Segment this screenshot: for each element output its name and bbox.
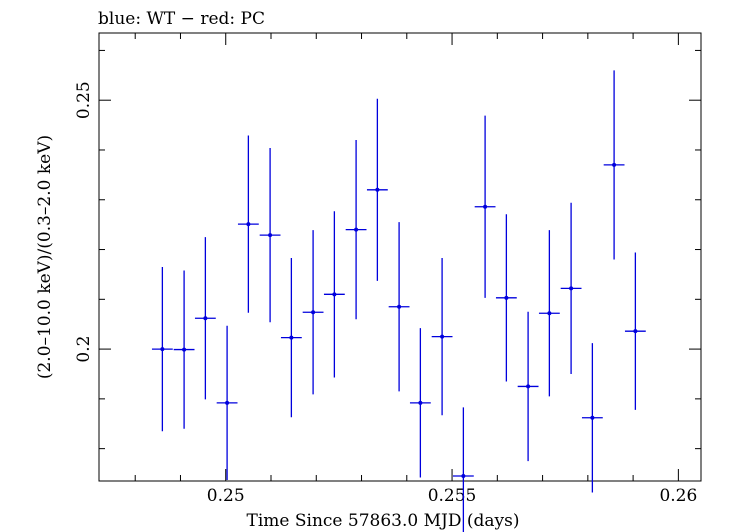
- data-point: [366, 98, 388, 281]
- point-marker: [311, 310, 316, 315]
- data-point: [173, 270, 195, 429]
- data-point: [388, 222, 410, 392]
- data-point: [474, 115, 496, 298]
- data-point: [216, 325, 238, 481]
- data-point: [345, 140, 367, 320]
- data-point: [280, 257, 302, 418]
- data-point: [259, 147, 281, 323]
- y-tick-label: 0.25: [74, 81, 94, 119]
- data-points: [151, 70, 646, 532]
- data-point: [194, 237, 216, 400]
- point-marker: [268, 233, 273, 238]
- point-marker: [483, 204, 488, 209]
- point-marker: [160, 347, 165, 352]
- x-tick-label: 0.255: [428, 486, 477, 506]
- data-point: [603, 70, 625, 260]
- data-point: [431, 257, 453, 416]
- point-marker: [612, 162, 617, 167]
- point-marker: [547, 311, 552, 316]
- data-point: [409, 328, 431, 478]
- point-marker: [418, 400, 423, 405]
- point-marker: [225, 400, 230, 405]
- data-point: [151, 266, 173, 432]
- point-marker: [289, 335, 294, 340]
- x-axis-label: Time Since 57863.0 MJD (days): [247, 511, 520, 531]
- point-marker: [203, 316, 208, 321]
- data-point: [495, 214, 517, 382]
- data-point: [538, 230, 560, 397]
- point-marker: [182, 347, 187, 352]
- point-marker: [397, 304, 402, 309]
- data-point: [323, 211, 345, 378]
- point-marker: [332, 292, 337, 297]
- point-marker: [461, 474, 466, 479]
- data-point: [302, 230, 324, 395]
- chart-title: blue: WT − red: PC: [98, 9, 265, 29]
- point-marker: [504, 295, 509, 300]
- point-marker: [354, 227, 359, 232]
- x-tick-label: 0.25: [207, 486, 245, 506]
- point-marker: [440, 334, 445, 339]
- data-point: [237, 135, 259, 313]
- y-tick-label: 0.2: [74, 336, 94, 363]
- y-axis-label: (2.0–10.0 keV)/(0.3–2.0 keV): [35, 135, 55, 379]
- data-point: [624, 252, 646, 410]
- point-marker: [246, 222, 251, 227]
- plot-frame: [98, 32, 702, 482]
- x-tick-label: 0.26: [659, 486, 697, 506]
- point-marker: [569, 286, 574, 291]
- point-marker: [375, 187, 380, 192]
- point-marker: [526, 384, 531, 389]
- data-point: [452, 407, 474, 532]
- point-marker: [590, 415, 595, 420]
- data-point: [517, 311, 539, 462]
- data-point: [581, 343, 603, 493]
- point-marker: [633, 329, 638, 334]
- axis-tick-labels: 0.25 0.255 0.26 0.2 0.25: [74, 81, 697, 506]
- axis-ticks: [99, 33, 701, 481]
- data-point: [560, 202, 582, 374]
